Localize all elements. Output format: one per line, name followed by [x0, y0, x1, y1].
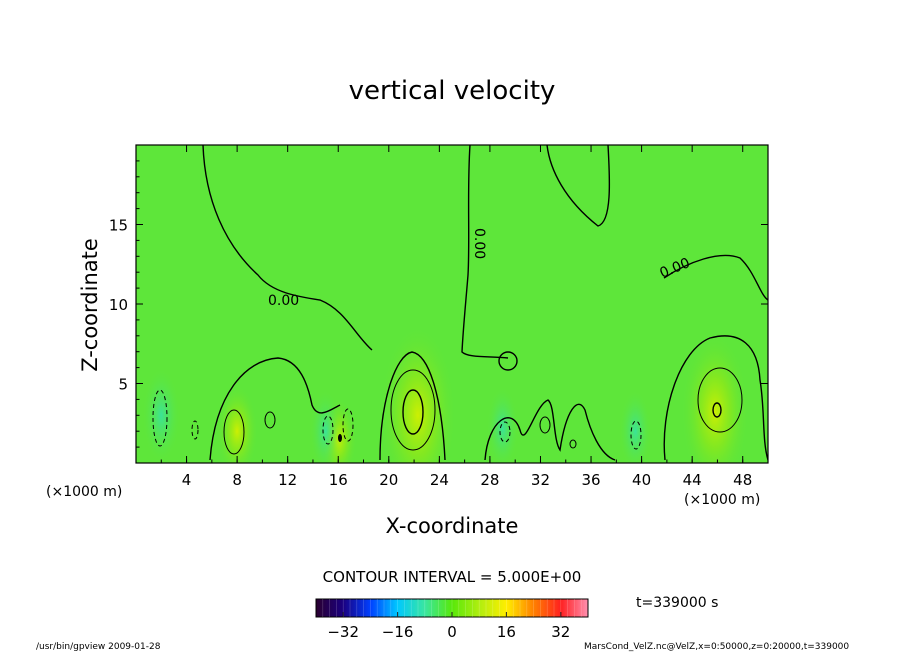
- x-tick-label: 32: [531, 471, 550, 489]
- contour-small-3: [569, 439, 577, 449]
- x-unit-label-right: (×1000 m): [684, 492, 761, 508]
- time-label: t=339000 s: [636, 595, 719, 611]
- updraft-core-2: [216, 384, 258, 463]
- downdraft-core-2: [486, 386, 519, 463]
- contour-updraft-10: [402, 389, 424, 435]
- downdraft-core-1: [309, 389, 342, 463]
- footer-left: /usr/bin/gpview 2009-01-28: [36, 642, 161, 652]
- contour-neg-3: [322, 415, 334, 445]
- colorbar-tick-label: −32: [327, 623, 359, 641]
- contour-neg-core: [338, 434, 342, 442]
- contour-zero-left: [202, 145, 373, 351]
- contour-label-1: 0.00: [268, 293, 299, 309]
- contour-neg-2: [191, 420, 199, 440]
- contour-left-5: [223, 409, 245, 455]
- contour-zero-updraft: [379, 351, 446, 461]
- x-tick-label: 24: [430, 471, 449, 489]
- contour-zero-isolated: [498, 351, 518, 371]
- contour-right-10: [712, 402, 722, 418]
- contour-right-5: [697, 367, 743, 433]
- x-unit-label-left: (×1000 m): [46, 484, 123, 500]
- colorbar-tick-label: −16: [382, 623, 414, 641]
- contour-neg-1: [152, 389, 168, 447]
- updraft-core-1: [680, 332, 749, 463]
- x-tick-label: 4: [182, 471, 192, 489]
- x-tick-label: 36: [581, 471, 600, 489]
- axis-ticks: [135, 145, 769, 463]
- contour-zero-right-top: [546, 145, 611, 227]
- x-tick-label: 8: [232, 471, 242, 489]
- y-tick-label: 5: [118, 376, 128, 394]
- y-tick-label: 15: [109, 217, 128, 235]
- colorbar-tick-label: 0: [447, 623, 457, 641]
- colorbar-tick-label: 32: [551, 623, 570, 641]
- contour-small-1: [264, 411, 276, 429]
- contour-label-2: 0.00: [471, 228, 487, 259]
- chart-title: vertical velocity: [348, 76, 556, 106]
- x-tick-label: 12: [278, 471, 297, 489]
- contour-neg-5: [499, 421, 511, 443]
- footer-right: MarsCond_VelZ.nc@VelZ,x=0:50000,z=0:2000…: [584, 642, 850, 652]
- contour-zero-center: [461, 145, 509, 359]
- x-tick-label: 16: [329, 471, 348, 489]
- downdraft-core-0: [142, 367, 181, 463]
- x-tick-label: 44: [683, 471, 702, 489]
- contour-updraft-5: [390, 369, 436, 451]
- y-axis-label: Z-coordinate: [78, 238, 102, 372]
- contour-neg-6: [630, 420, 642, 450]
- contour-interval: CONTOUR INTERVAL = 5.000E+00: [322, 568, 582, 586]
- x-tick-label: 20: [379, 471, 398, 489]
- contour-small-2: [539, 416, 551, 434]
- contour-zero-right: [663, 254, 768, 301]
- downdraft-core-3: [619, 389, 652, 463]
- x-tick-label: 28: [480, 471, 499, 489]
- x-axis-label: X-coordinate: [385, 514, 519, 538]
- contour-zero-right-lower: [663, 335, 768, 461]
- colorbar-tick-label: 16: [497, 623, 516, 641]
- y-tick-label: 10: [109, 296, 128, 314]
- contour-zero-lower-left: [209, 357, 341, 461]
- contour-zero-mid: [484, 399, 616, 461]
- colorbar-ticks: −32 −16 0 16 32: [322, 599, 582, 641]
- x-tick-label: 48: [733, 471, 752, 489]
- contour-lines: [152, 145, 768, 461]
- x-tick-label: 40: [632, 471, 651, 489]
- contour-neg-4: [342, 408, 354, 442]
